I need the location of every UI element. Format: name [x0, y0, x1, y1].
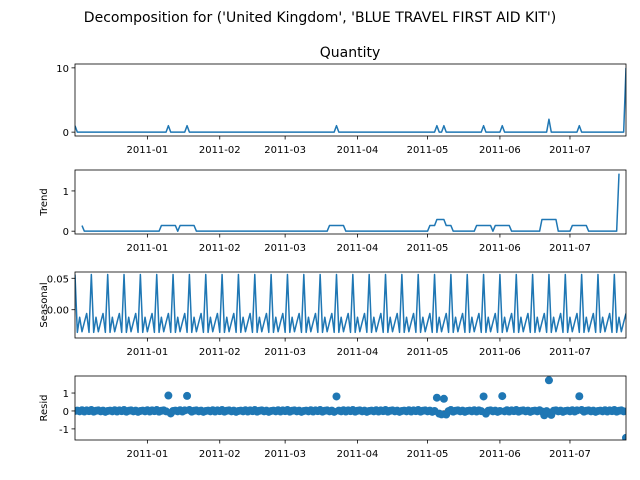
panel-resid: 1 0 -1 2011-01 2011-02 2011-03 2011-04 2011-05 2…: [39, 375, 627, 460]
resid-point: [575, 392, 584, 401]
resid-point: [544, 376, 553, 385]
x-tick-label-observed: 2011-04: [337, 145, 379, 156]
axes-frame-seasonal: [74, 271, 627, 339]
x-tick-label-trend: 2011-01: [126, 243, 168, 254]
x-tick-label-seasonal: 2011-01: [126, 347, 168, 358]
x-tick-label-observed: 2011-01: [126, 145, 168, 156]
y-axis-label-resid: Resid: [39, 395, 50, 422]
x-tick-label-seasonal: 2011-06: [479, 347, 521, 358]
axes-frame-resid: [74, 375, 627, 441]
x-tick-label-seasonal: 2011-07: [549, 347, 591, 358]
resid-point: [432, 393, 441, 402]
resid-point: [164, 391, 173, 400]
series-line-trend: [81, 173, 620, 232]
plot-area-resid: [75, 376, 626, 440]
x-tick-label-observed: 2011-05: [407, 145, 449, 156]
series-line-observed: [75, 67, 626, 133]
resid-point: [332, 392, 341, 401]
y-tick-label-trend: 0: [63, 227, 69, 238]
chart-suptitle: Decomposition for ('United Kingdom', 'BL…: [84, 10, 556, 26]
x-tick-label-observed: 2011-06: [479, 145, 521, 156]
panel-trend: 0 1 2011-01 2011-02 2011-03 2011-04 2011-05 201…: [39, 169, 627, 254]
resid-point: [619, 407, 626, 416]
x-tick-label-seasonal: 2011-04: [337, 347, 379, 358]
x-tick-label-resid: 2011-04: [337, 449, 379, 460]
x-tick-label-resid: 2011-07: [549, 449, 591, 460]
plot-area-trend: [81, 173, 620, 232]
y-tick-label-resid: 0: [63, 407, 69, 418]
panel-title-quantity: Quantity: [320, 45, 381, 61]
y-tick-label-resid: 1: [63, 389, 69, 400]
x-tick-label-seasonal: 2011-05: [407, 347, 449, 358]
x-tick-label-trend: 2011-02: [199, 243, 241, 254]
x-tick-label-seasonal: 2011-03: [264, 347, 306, 358]
resid-point: [498, 392, 507, 401]
x-tick-label-seasonal: 2011-02: [199, 347, 241, 358]
x-tick-label-trend: 2011-07: [549, 243, 591, 254]
x-tick-label-observed: 2011-07: [549, 145, 591, 156]
resid-point: [622, 433, 626, 440]
resid-point: [183, 391, 192, 400]
plot-area-observed: [75, 67, 626, 133]
x-tick-label-observed: 2011-02: [199, 145, 241, 156]
x-tick-label-observed: 2011-03: [264, 145, 306, 156]
x-tick-label-resid: 2011-06: [479, 449, 521, 460]
x-tick-label-trend: 2011-04: [337, 243, 379, 254]
resid-point: [479, 392, 488, 401]
y-axis-label-trend: Trend: [39, 188, 50, 216]
y-tick-label-seasonal: 0.00: [47, 306, 69, 317]
y-tick-label-trend: 1: [63, 187, 69, 198]
axes-frame-trend: [74, 169, 627, 235]
y-axis-label-seasonal: Seasonal: [39, 282, 50, 327]
x-tick-label-trend: 2011-03: [264, 243, 306, 254]
y-tick-label-observed: 10: [56, 64, 69, 75]
x-tick-label-trend: 2011-05: [407, 243, 449, 254]
axes-frame-observed: [74, 63, 627, 137]
panel-seasonal: 0.05 0.00 2011-01 2011-02 2011-03 2011-04 2011…: [39, 271, 627, 358]
x-tick-label-resid: 2011-03: [264, 449, 306, 460]
x-tick-label-resid: 2011-05: [407, 449, 449, 460]
y-tick-label-resid: -1: [59, 425, 69, 436]
series-line-seasonal: [75, 273, 626, 334]
x-tick-label-trend: 2011-06: [479, 243, 521, 254]
resid-point: [439, 394, 448, 403]
x-tick-label-resid: 2011-01: [126, 449, 168, 460]
y-tick-label-observed: 0: [63, 128, 69, 139]
panel-observed: 0 10 2011-01 2011-02 2011-03 2011-04 2011-05 20…: [56, 63, 627, 156]
plot-area-seasonal: [75, 273, 626, 334]
y-tick-label-seasonal: 0.05: [47, 274, 69, 285]
x-tick-label-resid: 2011-02: [199, 449, 241, 460]
